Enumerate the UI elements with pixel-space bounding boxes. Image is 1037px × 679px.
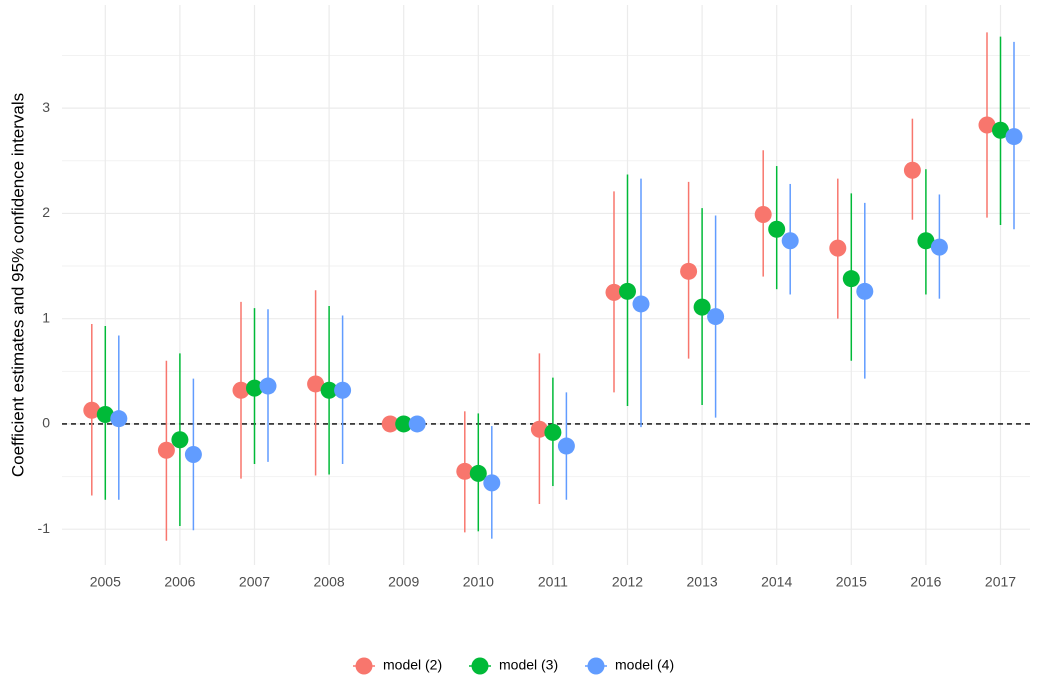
point bbox=[754, 205, 772, 223]
point bbox=[320, 381, 338, 399]
point bbox=[707, 308, 725, 326]
point bbox=[469, 464, 487, 482]
x-tick-label: 2009 bbox=[388, 574, 419, 590]
point bbox=[157, 441, 175, 459]
legend-label: model (4) bbox=[615, 657, 674, 673]
x-tick-label: 2010 bbox=[463, 574, 494, 590]
x-tick-label: 2015 bbox=[836, 574, 867, 590]
point bbox=[619, 282, 636, 300]
point bbox=[632, 295, 650, 313]
point bbox=[395, 415, 413, 433]
y-tick-label: 2 bbox=[42, 204, 50, 220]
x-tick-label: 2016 bbox=[910, 574, 941, 590]
legend-swatch bbox=[587, 657, 605, 675]
y-tick-label: -1 bbox=[38, 520, 51, 536]
point bbox=[246, 379, 263, 397]
x-tick-label: 2012 bbox=[612, 574, 643, 590]
point bbox=[992, 121, 1009, 139]
point bbox=[978, 116, 996, 134]
point bbox=[259, 377, 277, 395]
y-tick-label: 0 bbox=[42, 415, 50, 431]
x-tick-label: 2017 bbox=[985, 574, 1016, 590]
point bbox=[693, 298, 711, 316]
point bbox=[456, 462, 474, 480]
point bbox=[930, 238, 948, 256]
point bbox=[842, 270, 860, 288]
legend-swatch bbox=[355, 657, 373, 675]
y-tick-label: 3 bbox=[42, 99, 50, 115]
x-tick-label: 2013 bbox=[687, 574, 718, 590]
legend-swatch bbox=[471, 657, 489, 675]
x-tick-label: 2008 bbox=[314, 574, 345, 590]
point bbox=[184, 445, 202, 463]
point bbox=[680, 262, 698, 280]
point bbox=[917, 232, 935, 250]
y-axis-label: Coefficient estimates and 95% confidence… bbox=[8, 93, 27, 477]
x-tick-label: 2011 bbox=[538, 574, 568, 590]
x-tick-label: 2014 bbox=[761, 574, 792, 590]
point bbox=[856, 282, 874, 300]
legend-label: model (2) bbox=[383, 657, 442, 673]
point bbox=[171, 431, 189, 449]
point bbox=[781, 232, 799, 250]
point bbox=[903, 161, 921, 179]
point bbox=[829, 239, 847, 257]
x-tick-label: 2005 bbox=[90, 574, 121, 590]
legend-label: model (3) bbox=[499, 657, 558, 673]
x-tick-label: 2006 bbox=[164, 574, 195, 590]
point bbox=[334, 381, 352, 399]
point bbox=[232, 381, 250, 399]
x-tick-label: 2007 bbox=[239, 574, 270, 590]
point bbox=[557, 437, 575, 455]
point bbox=[1005, 128, 1023, 146]
point bbox=[483, 474, 501, 492]
point bbox=[605, 283, 623, 301]
y-tick-label: 1 bbox=[42, 309, 50, 325]
point bbox=[768, 220, 786, 238]
point bbox=[96, 405, 114, 423]
point bbox=[110, 410, 128, 428]
point bbox=[408, 415, 426, 433]
point bbox=[307, 375, 325, 393]
point bbox=[530, 420, 548, 438]
point bbox=[381, 415, 399, 433]
point bbox=[544, 423, 562, 441]
point bbox=[83, 401, 101, 419]
